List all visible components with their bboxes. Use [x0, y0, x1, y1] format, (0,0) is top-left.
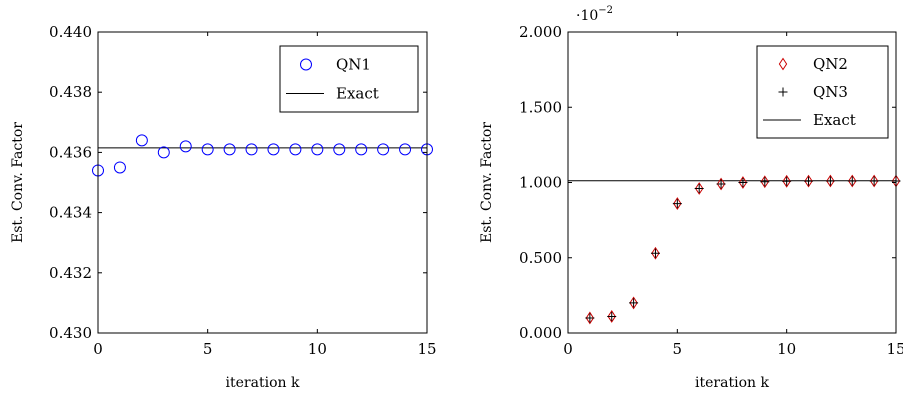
data-point: [716, 179, 726, 189]
data-point: [804, 176, 814, 186]
y-tick-label: 0.432: [49, 264, 92, 282]
data-point: [333, 143, 346, 156]
x-tick-label: 15: [417, 340, 436, 358]
data-point: [694, 184, 704, 194]
data-point: [848, 174, 857, 188]
plot-frame: [97, 31, 428, 334]
data-point: [673, 197, 682, 210]
y-scale-multiplier: ·10−2: [576, 5, 613, 24]
data-point: [311, 143, 324, 156]
y-axis-label: Est. Conv. Factor: [479, 122, 495, 243]
legend-box: [279, 45, 419, 113]
data-point: [760, 177, 770, 187]
data-point: [650, 248, 660, 258]
x-tick-label: 0: [563, 340, 573, 358]
x-axis-label: iteration k: [226, 375, 300, 391]
data-point: [826, 174, 835, 188]
y-tick-label: 0.440: [49, 23, 92, 41]
data-point: [223, 143, 236, 156]
data-point: [825, 176, 835, 186]
legend-marker-qn2: [778, 57, 788, 71]
data-point: [399, 143, 412, 156]
legend-label-qn2: QN2: [813, 55, 848, 73]
y-axis-label: Est. Conv. Factor: [10, 122, 26, 243]
data-point: [782, 174, 791, 188]
legend-marker-qn1: [300, 58, 312, 71]
data-point: [738, 178, 748, 187]
y-tick-label: 0.430: [49, 324, 92, 342]
legend-label-qn1: QN1: [336, 56, 371, 74]
data-point: [585, 311, 595, 325]
data-point: [245, 143, 258, 156]
data-point: [782, 176, 792, 186]
data-point: [179, 140, 192, 153]
series-qn1: [92, 134, 433, 177]
y-tick-label: 1.500: [519, 98, 562, 116]
x-tick-label: 10: [777, 340, 796, 358]
series-qn3: [585, 176, 901, 323]
legend-label-qn3: QN3: [813, 83, 848, 101]
data-point: [716, 177, 726, 191]
x-tick-label: 15: [886, 340, 903, 358]
y-tick-label: 0.438: [49, 83, 92, 101]
x-axis-label: iteration k: [695, 375, 769, 391]
y-tick-label: 0.434: [49, 204, 92, 222]
data-point: [355, 143, 368, 156]
data-point: [201, 143, 214, 156]
data-point: [869, 176, 879, 186]
data-point: [607, 310, 616, 323]
x-tick-label: 5: [203, 340, 213, 358]
data-point: [629, 298, 639, 308]
x-tick-label: 5: [673, 340, 683, 358]
data-point: [738, 176, 748, 189]
data-point: [695, 182, 704, 195]
legend-marker-qn3: [778, 87, 788, 97]
data-point: [651, 246, 660, 260]
data-point: [760, 175, 769, 189]
data-point: [135, 134, 148, 147]
data-point: [289, 143, 302, 156]
y-tick-label: 0.500: [519, 249, 562, 267]
data-point: [377, 143, 390, 156]
data-point: [672, 199, 682, 209]
data-point: [157, 146, 170, 159]
x-tick-label: 10: [308, 340, 327, 358]
data-point: [847, 176, 857, 186]
data-point: [629, 296, 638, 310]
y-tick-label: 2.000: [519, 23, 562, 41]
data-point: [113, 161, 126, 174]
legend-label-exact: Exact: [813, 111, 856, 129]
x-tick-label: 0: [93, 340, 103, 358]
data-point: [804, 174, 813, 188]
y-tick-label: 0.000: [519, 324, 562, 342]
data-point: [585, 313, 595, 323]
data-point: [869, 174, 879, 188]
chart-right: QN2 QN3 Exact 0 5 10 15 0.000 0.500 1.000 1.500 2.…: [479, 5, 903, 391]
y-tick-label: 1.000: [519, 174, 562, 192]
legend-label-exact: Exact: [336, 85, 379, 103]
y-tick-label: 0.436: [49, 143, 92, 161]
chart-left: QN1 Exact 0 5 10 15 0.430 0.432 0.434 0.436 0.438…: [10, 23, 437, 391]
series-qn2: [585, 174, 901, 325]
data-point: [607, 311, 617, 321]
data-point: [267, 143, 280, 156]
